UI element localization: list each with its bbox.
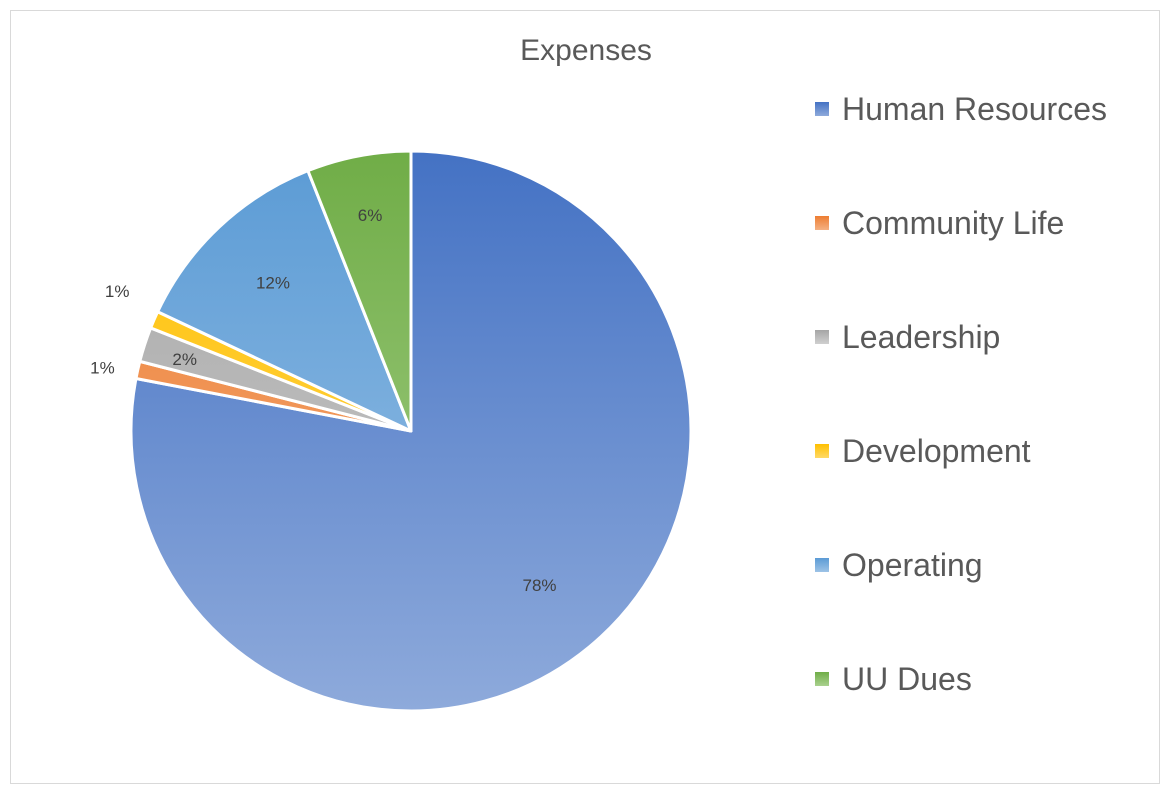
legend-label: Community Life [842, 204, 1065, 241]
pie-slice-human-resources [129, 149, 693, 713]
legend-swatch [815, 672, 829, 686]
legend-item-development: Development [815, 426, 1031, 476]
legend-swatch [815, 216, 829, 230]
data-label-uu-dues: 6% [358, 206, 383, 225]
legend-item-community-life: Community Life [815, 198, 1064, 248]
legend-swatch [815, 330, 829, 344]
legend-item-uu-dues: UU Dues [815, 654, 972, 704]
legend-label: Human Resources [842, 90, 1107, 127]
legend-item-operating: Operating [815, 540, 983, 590]
legend-label: UU Dues [842, 660, 972, 697]
data-label-community-life: 1% [90, 358, 115, 377]
legend-swatch [815, 444, 829, 458]
pie-slice-uu-dues [306, 149, 413, 433]
pie-slice-operating [156, 169, 413, 433]
data-label-human-resources: 78% [522, 576, 556, 595]
data-label-development: 1% [105, 282, 130, 301]
chart-title: Expenses [0, 34, 1172, 68]
legend-label: Leadership [842, 318, 1001, 355]
legend-label: Development [842, 432, 1031, 469]
chart-title-text: Expenses [520, 34, 652, 67]
legend-swatch [815, 102, 829, 116]
legend-item-human-resources: Human Resources [815, 84, 1107, 134]
legend-label: Operating [842, 546, 983, 583]
legend-item-leadership: Leadership [815, 312, 1000, 362]
legend-swatch [815, 558, 829, 572]
data-label-leadership: 2% [172, 350, 197, 369]
data-label-operating: 12% [256, 274, 290, 293]
